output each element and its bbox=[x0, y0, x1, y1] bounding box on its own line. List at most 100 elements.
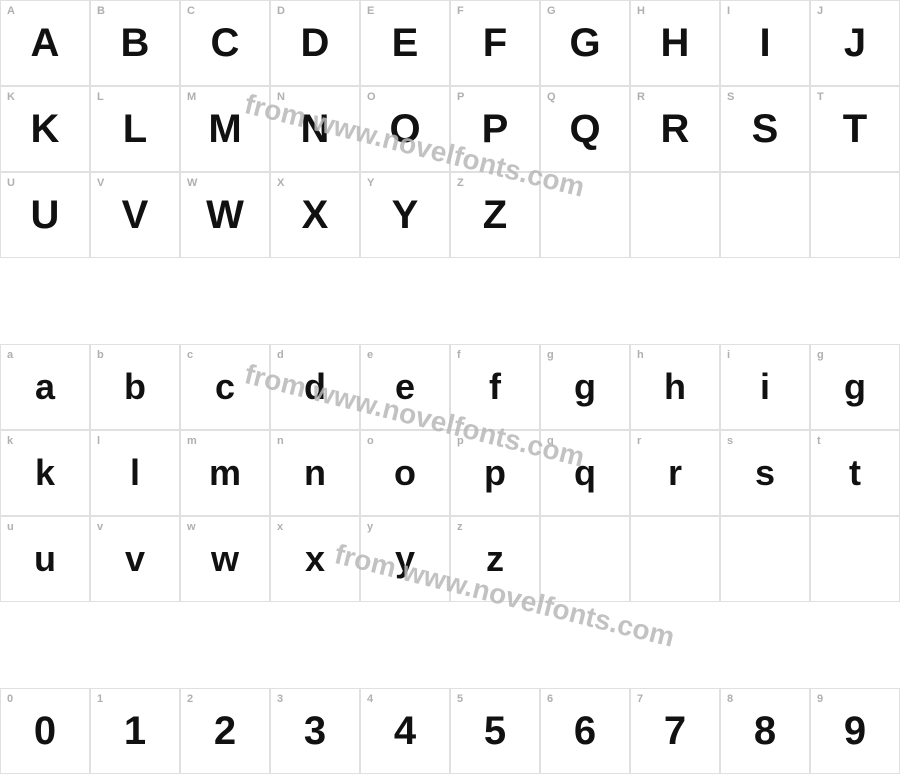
glyph-cell: uu bbox=[0, 516, 90, 602]
glyph-label: c bbox=[187, 349, 193, 361]
glyph-cell: 77 bbox=[630, 688, 720, 774]
glyph-cell: zz bbox=[450, 516, 540, 602]
glyph-label: N bbox=[277, 91, 285, 103]
glyph-cell: xx bbox=[270, 516, 360, 602]
glyph-label: A bbox=[7, 5, 15, 17]
glyph-label: 3 bbox=[277, 693, 283, 705]
glyph-label: 2 bbox=[187, 693, 193, 705]
glyph-display: U bbox=[31, 195, 60, 235]
glyph-cell-empty bbox=[810, 516, 900, 602]
glyph-label: P bbox=[457, 91, 464, 103]
glyph-display: 9 bbox=[844, 711, 866, 751]
glyph-display: J bbox=[844, 23, 866, 63]
glyph-cell: UU bbox=[0, 172, 90, 258]
glyph-display: O bbox=[389, 109, 420, 149]
glyph-label: l bbox=[97, 435, 100, 447]
glyph-cell: HH bbox=[630, 0, 720, 86]
glyph-cell: FF bbox=[450, 0, 540, 86]
glyph-label: g bbox=[547, 349, 554, 361]
glyph-cell: MM bbox=[180, 86, 270, 172]
glyph-label: W bbox=[187, 177, 197, 189]
glyph-display: q bbox=[574, 455, 596, 491]
glyph-cell: qq bbox=[540, 430, 630, 516]
glyph-label: G bbox=[547, 5, 556, 17]
glyph-cell: AA bbox=[0, 0, 90, 86]
glyph-display: E bbox=[392, 23, 419, 63]
glyph-cell: ee bbox=[360, 344, 450, 430]
glyph-display: B bbox=[121, 23, 150, 63]
glyph-cell: ss bbox=[720, 430, 810, 516]
glyph-display: e bbox=[395, 369, 415, 405]
glyph-label: 8 bbox=[727, 693, 733, 705]
glyph-cell-empty bbox=[630, 516, 720, 602]
glyph-label: p bbox=[457, 435, 464, 447]
glyph-cell: KK bbox=[0, 86, 90, 172]
glyph-label: I bbox=[727, 5, 730, 17]
glyph-display: s bbox=[755, 455, 775, 491]
glyph-cell: hh bbox=[630, 344, 720, 430]
glyph-display: T bbox=[843, 109, 867, 149]
glyph-display: G bbox=[569, 23, 600, 63]
glyph-label: y bbox=[367, 521, 373, 533]
glyph-display: l bbox=[130, 455, 140, 491]
glyph-cell: VV bbox=[90, 172, 180, 258]
glyph-display: Y bbox=[392, 195, 419, 235]
glyph-display: Z bbox=[483, 195, 507, 235]
glyph-display: I bbox=[759, 23, 770, 63]
glyph-cell: XX bbox=[270, 172, 360, 258]
glyph-label: K bbox=[7, 91, 15, 103]
glyph-display: 5 bbox=[484, 711, 506, 751]
glyph-cell: CC bbox=[180, 0, 270, 86]
glyph-label: z bbox=[457, 521, 463, 533]
glyph-display: 8 bbox=[754, 711, 776, 751]
glyph-display: x bbox=[305, 541, 325, 577]
glyph-display: W bbox=[206, 195, 244, 235]
glyph-cell: ii bbox=[720, 344, 810, 430]
glyph-label: w bbox=[187, 521, 196, 533]
glyph-cell: LL bbox=[90, 86, 180, 172]
glyph-display: n bbox=[304, 455, 326, 491]
glyph-display: k bbox=[35, 455, 55, 491]
glyph-label: k bbox=[7, 435, 13, 447]
font-character-map: AABBCCDDEEFFGGHHIIJJKKLLMMNNOOPPQQRRSSTT… bbox=[0, 0, 911, 774]
glyph-label: b bbox=[97, 349, 104, 361]
glyph-cell: 66 bbox=[540, 688, 630, 774]
glyph-display: X bbox=[302, 195, 329, 235]
glyph-display: 2 bbox=[214, 711, 236, 751]
glyph-label: i bbox=[727, 349, 730, 361]
glyph-display: 3 bbox=[304, 711, 326, 751]
glyph-display: 0 bbox=[34, 711, 56, 751]
glyph-display: a bbox=[35, 369, 55, 405]
glyph-cell: ww bbox=[180, 516, 270, 602]
glyph-label: s bbox=[727, 435, 733, 447]
glyph-label: 0 bbox=[7, 693, 13, 705]
glyph-cell: ff bbox=[450, 344, 540, 430]
glyph-display: S bbox=[752, 109, 779, 149]
glyph-display: A bbox=[31, 23, 60, 63]
glyph-label: X bbox=[277, 177, 284, 189]
section-gap bbox=[0, 602, 900, 614]
glyph-display: g bbox=[574, 369, 596, 405]
glyph-cell: WW bbox=[180, 172, 270, 258]
glyph-cell: DD bbox=[270, 0, 360, 86]
glyph-label: e bbox=[367, 349, 373, 361]
glyph-cell: 88 bbox=[720, 688, 810, 774]
glyph-cell: YY bbox=[360, 172, 450, 258]
glyph-display: L bbox=[123, 109, 147, 149]
glyph-cell-empty bbox=[630, 172, 720, 258]
glyph-display: y bbox=[395, 541, 415, 577]
glyph-label: 9 bbox=[817, 693, 823, 705]
section-gap bbox=[0, 258, 900, 270]
glyph-cell: GG bbox=[540, 0, 630, 86]
glyph-cell: BB bbox=[90, 0, 180, 86]
glyph-label: C bbox=[187, 5, 195, 17]
glyph-label: u bbox=[7, 521, 14, 533]
glyph-display: u bbox=[34, 541, 56, 577]
glyph-cell: gg bbox=[810, 344, 900, 430]
glyph-label: E bbox=[367, 5, 374, 17]
glyph-cell: rr bbox=[630, 430, 720, 516]
glyph-cell: NN bbox=[270, 86, 360, 172]
glyph-cell: TT bbox=[810, 86, 900, 172]
glyph-label: x bbox=[277, 521, 283, 533]
glyph-display: p bbox=[484, 455, 506, 491]
